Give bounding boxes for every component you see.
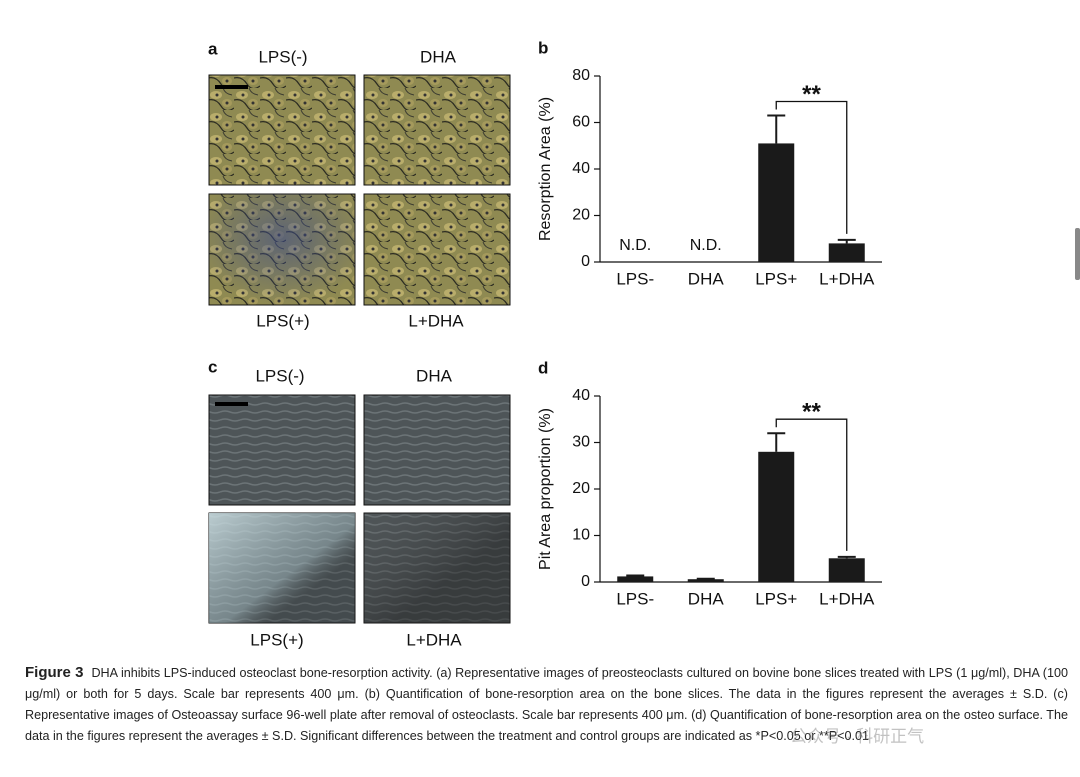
image-label: LPS(+)	[256, 311, 309, 330]
y-tick-label: 20	[572, 207, 590, 224]
figure: a LPS(-) DHA LPS(+) L+DHA c LPS(-) DHA L…	[208, 38, 882, 649]
bar	[828, 558, 865, 582]
micrograph	[363, 74, 511, 186]
panel-label: c	[208, 357, 217, 376]
y-tick-label: 60	[572, 114, 590, 131]
x-tick-label: DHA	[688, 269, 725, 288]
y-axis-label: Resorption Area (%)	[537, 97, 554, 241]
bar	[758, 143, 795, 262]
significance-bracket	[775, 100, 848, 234]
bar	[617, 576, 654, 582]
y-tick-label: 20	[572, 480, 590, 497]
image-label: L+DHA	[406, 630, 462, 649]
value-label: N.D.	[619, 237, 651, 254]
micrographs-a	[208, 74, 511, 306]
stain-overlay	[209, 194, 355, 305]
panel-label: d	[538, 358, 548, 377]
value-label: N.D.	[690, 237, 722, 254]
x-tick-label: LPS+	[755, 269, 797, 288]
x-tick-label: LPS-	[616, 269, 654, 288]
x-tick-label: LPS-	[616, 589, 654, 608]
y-axis-label: Pit Area proportion (%)	[537, 408, 554, 570]
x-tick-label: L+DHA	[819, 269, 875, 288]
caption-text: DHA inhibits LPS-induced osteoclast bone…	[25, 666, 1068, 743]
image-label: LPS(-)	[255, 366, 304, 385]
micrograph	[208, 394, 356, 506]
y-tick-label: 80	[572, 67, 590, 84]
significance-bracket	[775, 418, 848, 551]
y-tick-label: 40	[572, 160, 590, 177]
bar	[687, 579, 724, 582]
image-label: DHA	[416, 366, 453, 385]
image-label: L+DHA	[408, 311, 464, 330]
y-tick-label: 10	[572, 527, 590, 544]
x-tick-label: LPS+	[755, 589, 797, 608]
watermark: 公众号 · 科研正气	[790, 727, 925, 746]
x-tick-label: DHA	[688, 589, 725, 608]
micrographs-c	[208, 394, 511, 624]
pit-overlay	[209, 513, 355, 623]
micrograph	[363, 394, 511, 506]
image-label: LPS(-)	[258, 47, 307, 66]
scrollbar	[1075, 228, 1080, 280]
panel-label: b	[538, 38, 548, 57]
bar	[828, 243, 865, 262]
caption: Figure 3 DHA inhibits LPS-induced osteocl…	[25, 662, 1068, 747]
micrograph	[208, 74, 356, 186]
micrograph	[363, 193, 511, 306]
panel-label: a	[208, 39, 218, 58]
annotation: **	[802, 81, 821, 108]
x-tick-label: L+DHA	[819, 589, 875, 608]
bar	[758, 451, 795, 582]
image-label: DHA	[420, 47, 457, 66]
y-tick-label: 40	[572, 387, 590, 404]
image-label: LPS(+)	[250, 630, 303, 649]
y-tick-label: 0	[581, 253, 590, 270]
caption-label: Figure 3	[25, 664, 84, 681]
shade-overlay	[364, 513, 510, 623]
annotation: **	[802, 399, 821, 426]
y-tick-label: 30	[572, 434, 590, 451]
y-tick-label: 0	[581, 573, 590, 590]
